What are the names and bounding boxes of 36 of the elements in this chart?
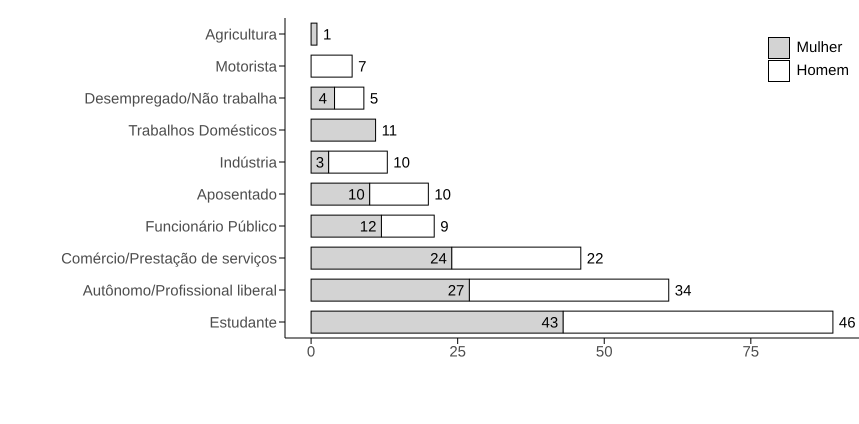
y-tick-label: Comércio/Prestação de serviços [61,250,277,268]
data-label: 46 [838,314,856,332]
data-label: 43 [542,314,558,332]
bar [310,54,353,78]
y-tick-label: Agricultura [205,26,278,44]
y-tick-label: Funcionário Público [145,218,277,236]
data-label: 1 [322,26,332,44]
data-label: 4 [318,90,327,108]
data-label: 11 [382,122,398,140]
y-tick-label: Desempregado/Não trabalha [84,90,278,108]
legend-label: Homem [796,62,849,79]
data-label: 7 [358,58,366,76]
data-label: 22 [586,250,604,268]
data-label: 10 [348,186,365,204]
data-label: 27 [448,282,464,300]
data-label: 9 [440,218,449,236]
data-label: 34 [674,282,692,300]
y-tick-label: Indústria [219,154,278,172]
x-tick-label: 75 [742,344,760,361]
y-tick-label: Motorista [215,58,278,76]
data-label: 10 [393,154,410,172]
y-tick-label: Autônomo/Profissional liberal [82,282,277,300]
data-label: 12 [360,218,376,236]
data-label: 10 [434,186,452,204]
data-label: 24 [430,250,447,268]
y-tick-label: Aposentado [196,186,277,204]
y-tick-label: Estudante [209,314,277,332]
legend-label: Mulher [796,39,842,56]
x-tick-label: 25 [449,344,466,361]
x-tick-label: 50 [596,344,613,361]
bar [310,118,376,142]
data-label: 3 [316,154,324,172]
x-tick-label: 0 [306,344,316,361]
bar [310,22,318,46]
data-label: 5 [370,90,378,108]
y-tick-label: Trabalhos Domésticos [128,122,277,140]
